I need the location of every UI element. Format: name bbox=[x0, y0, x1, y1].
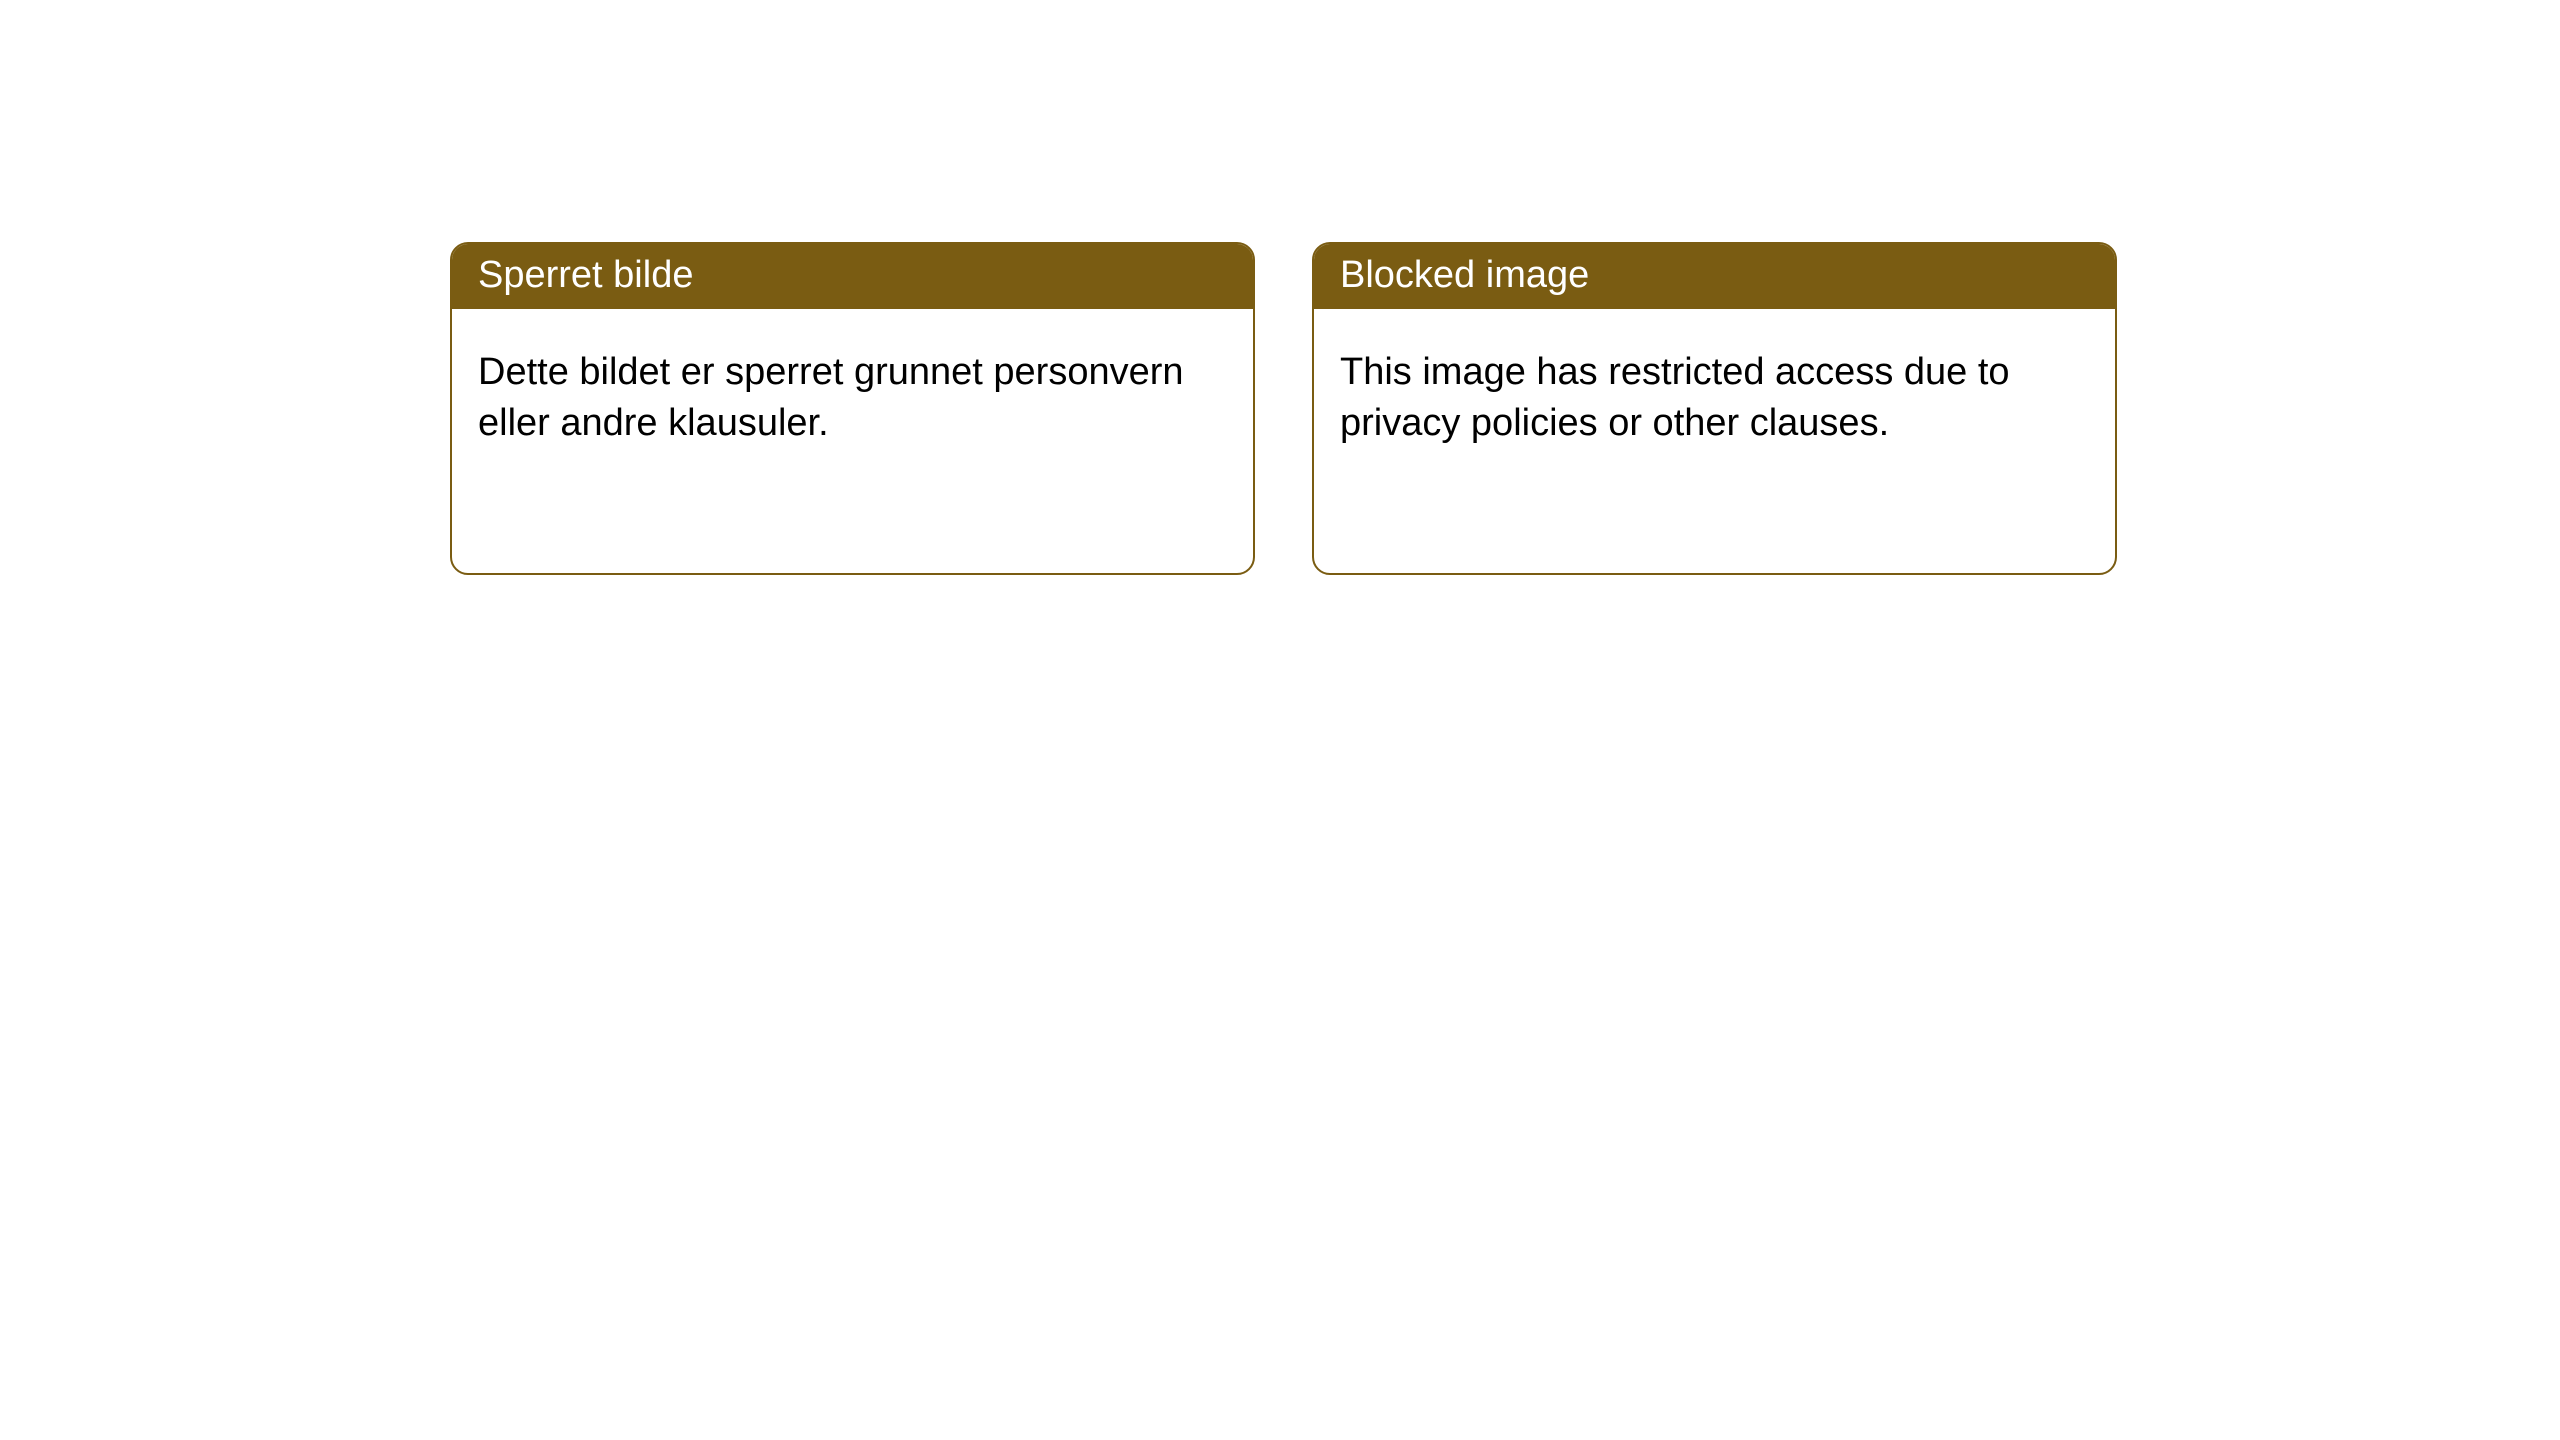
notice-card-norwegian: Sperret bilde Dette bildet er sperret gr… bbox=[450, 242, 1255, 575]
notice-body: This image has restricted access due to … bbox=[1314, 309, 2115, 476]
notice-header: Sperret bilde bbox=[452, 244, 1253, 309]
notice-header: Blocked image bbox=[1314, 244, 2115, 309]
notice-container: Sperret bilde Dette bildet er sperret gr… bbox=[0, 0, 2560, 575]
notice-body: Dette bildet er sperret grunnet personve… bbox=[452, 309, 1253, 476]
notice-card-english: Blocked image This image has restricted … bbox=[1312, 242, 2117, 575]
